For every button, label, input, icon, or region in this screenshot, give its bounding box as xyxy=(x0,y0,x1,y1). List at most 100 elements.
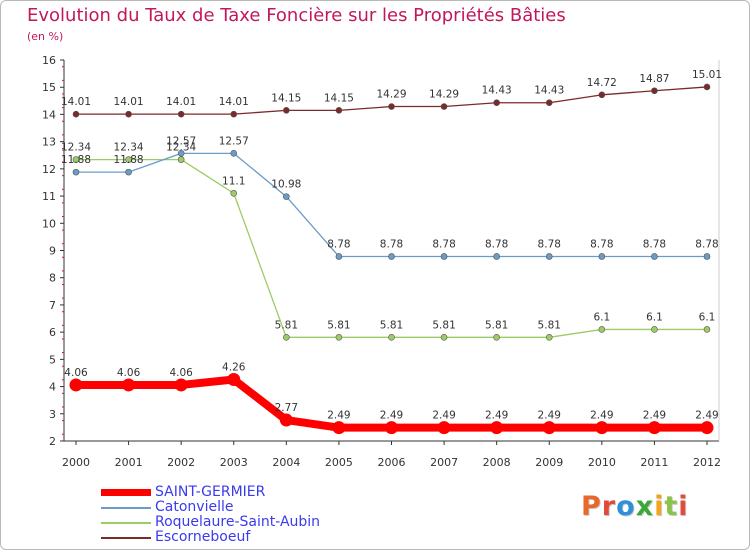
legend-item: SAINT-GERMIER xyxy=(101,485,320,500)
y-tick-label: 8 xyxy=(49,272,56,285)
y-tick-label: 5 xyxy=(49,353,56,366)
data-point xyxy=(283,193,290,200)
data-label: 8.78 xyxy=(432,238,455,250)
data-point xyxy=(335,107,343,114)
data-point xyxy=(440,334,448,341)
data-label: 12.57 xyxy=(166,135,196,147)
legend-item: Catonvielle xyxy=(101,500,320,515)
data-label: 2.49 xyxy=(643,410,666,422)
data-point xyxy=(125,110,132,118)
data-point xyxy=(279,413,293,427)
x-tick-label: 2006 xyxy=(378,456,406,469)
data-point xyxy=(283,334,290,341)
data-point xyxy=(595,421,609,435)
y-tick-label: 10 xyxy=(42,217,56,230)
legend-label: Roquelaure-Saint-Aubin xyxy=(155,514,321,530)
data-point xyxy=(651,87,658,95)
data-point xyxy=(440,253,448,260)
data-label: 6.1 xyxy=(646,311,663,323)
data-label: 4.26 xyxy=(222,361,246,373)
y-tick-label: 12 xyxy=(42,163,56,176)
data-point xyxy=(598,253,606,260)
data-label: 14.72 xyxy=(587,77,617,89)
data-point xyxy=(493,253,500,260)
data-label: 14.01 xyxy=(114,96,144,108)
data-point xyxy=(437,421,451,435)
data-label: 4.06 xyxy=(117,367,141,379)
data-label: 2.49 xyxy=(485,410,508,422)
data-label: 14.43 xyxy=(534,85,564,97)
x-tick-label: 2001 xyxy=(115,456,143,469)
data-label: 8.78 xyxy=(380,238,403,250)
data-point xyxy=(647,421,661,435)
data-label: 2.77 xyxy=(275,402,298,414)
data-point xyxy=(388,334,395,341)
data-point xyxy=(230,190,238,197)
data-point xyxy=(388,103,395,110)
data-label: 14.01 xyxy=(219,96,249,108)
logo-letter: i xyxy=(678,491,689,522)
y-tick-label: 9 xyxy=(49,245,56,258)
data-label: 12.57 xyxy=(219,135,249,147)
data-point xyxy=(651,326,658,333)
data-point xyxy=(177,156,185,163)
data-point xyxy=(177,110,185,118)
y-tick-label: 2 xyxy=(49,435,56,448)
data-point xyxy=(230,110,238,118)
data-point xyxy=(72,110,80,118)
data-label: 2.49 xyxy=(590,410,613,422)
data-label: 12.34 xyxy=(114,142,144,154)
data-label: 11.1 xyxy=(222,175,245,187)
data-label: 2.49 xyxy=(432,410,455,422)
x-tick-label: 2009 xyxy=(535,456,563,469)
logo-letter: i xyxy=(654,491,665,522)
legend-swatch xyxy=(101,521,151,524)
data-label: 14.43 xyxy=(482,85,512,97)
data-label: 8.78 xyxy=(695,238,718,250)
legend-item: Roquelaure-Saint-Aubin xyxy=(101,515,320,530)
logo-letter: o xyxy=(616,491,636,522)
data-point xyxy=(335,334,343,341)
data-label: 4.06 xyxy=(64,367,88,379)
y-tick-label: 14 xyxy=(42,108,56,121)
data-point xyxy=(122,378,136,392)
data-label: 6.1 xyxy=(699,311,716,323)
data-label: 5.81 xyxy=(485,319,508,331)
data-point xyxy=(385,421,398,435)
data-label: 11.88 xyxy=(114,154,144,166)
x-tick-label: 2004 xyxy=(272,456,300,469)
data-label: 5.81 xyxy=(432,319,455,331)
data-label: 5.81 xyxy=(327,319,350,331)
data-label: 5.81 xyxy=(275,319,298,331)
data-label: 14.29 xyxy=(376,89,406,101)
data-point xyxy=(542,421,556,435)
x-tick-label: 2003 xyxy=(220,456,248,469)
x-tick-label: 2008 xyxy=(483,456,511,469)
data-label: 15.01 xyxy=(692,69,722,81)
data-point xyxy=(125,168,132,176)
data-label: 8.78 xyxy=(643,238,666,250)
data-point xyxy=(493,99,500,107)
data-point xyxy=(283,107,290,114)
data-point xyxy=(545,253,553,260)
data-point xyxy=(490,421,504,435)
y-tick-label: 13 xyxy=(42,136,56,149)
chart-subtitle: (en %) xyxy=(27,30,64,43)
logo-letter: x xyxy=(635,491,655,522)
data-point xyxy=(598,326,606,333)
legend-label: SAINT-GERMIER xyxy=(155,484,266,500)
data-label: 2.49 xyxy=(327,410,350,422)
legend-swatch xyxy=(101,506,151,509)
data-label: 14.01 xyxy=(61,96,91,108)
data-point xyxy=(174,378,188,392)
y-tick-label: 11 xyxy=(42,190,56,203)
legend-swatch xyxy=(101,489,151,496)
data-point xyxy=(493,334,500,341)
data-point xyxy=(227,372,241,386)
data-point xyxy=(388,253,395,260)
y-tick-label: 3 xyxy=(49,408,56,421)
y-tick-label: 7 xyxy=(49,299,56,312)
data-point xyxy=(335,253,343,260)
data-label: 14.15 xyxy=(271,92,301,104)
y-tick-label: 16 xyxy=(42,54,56,67)
